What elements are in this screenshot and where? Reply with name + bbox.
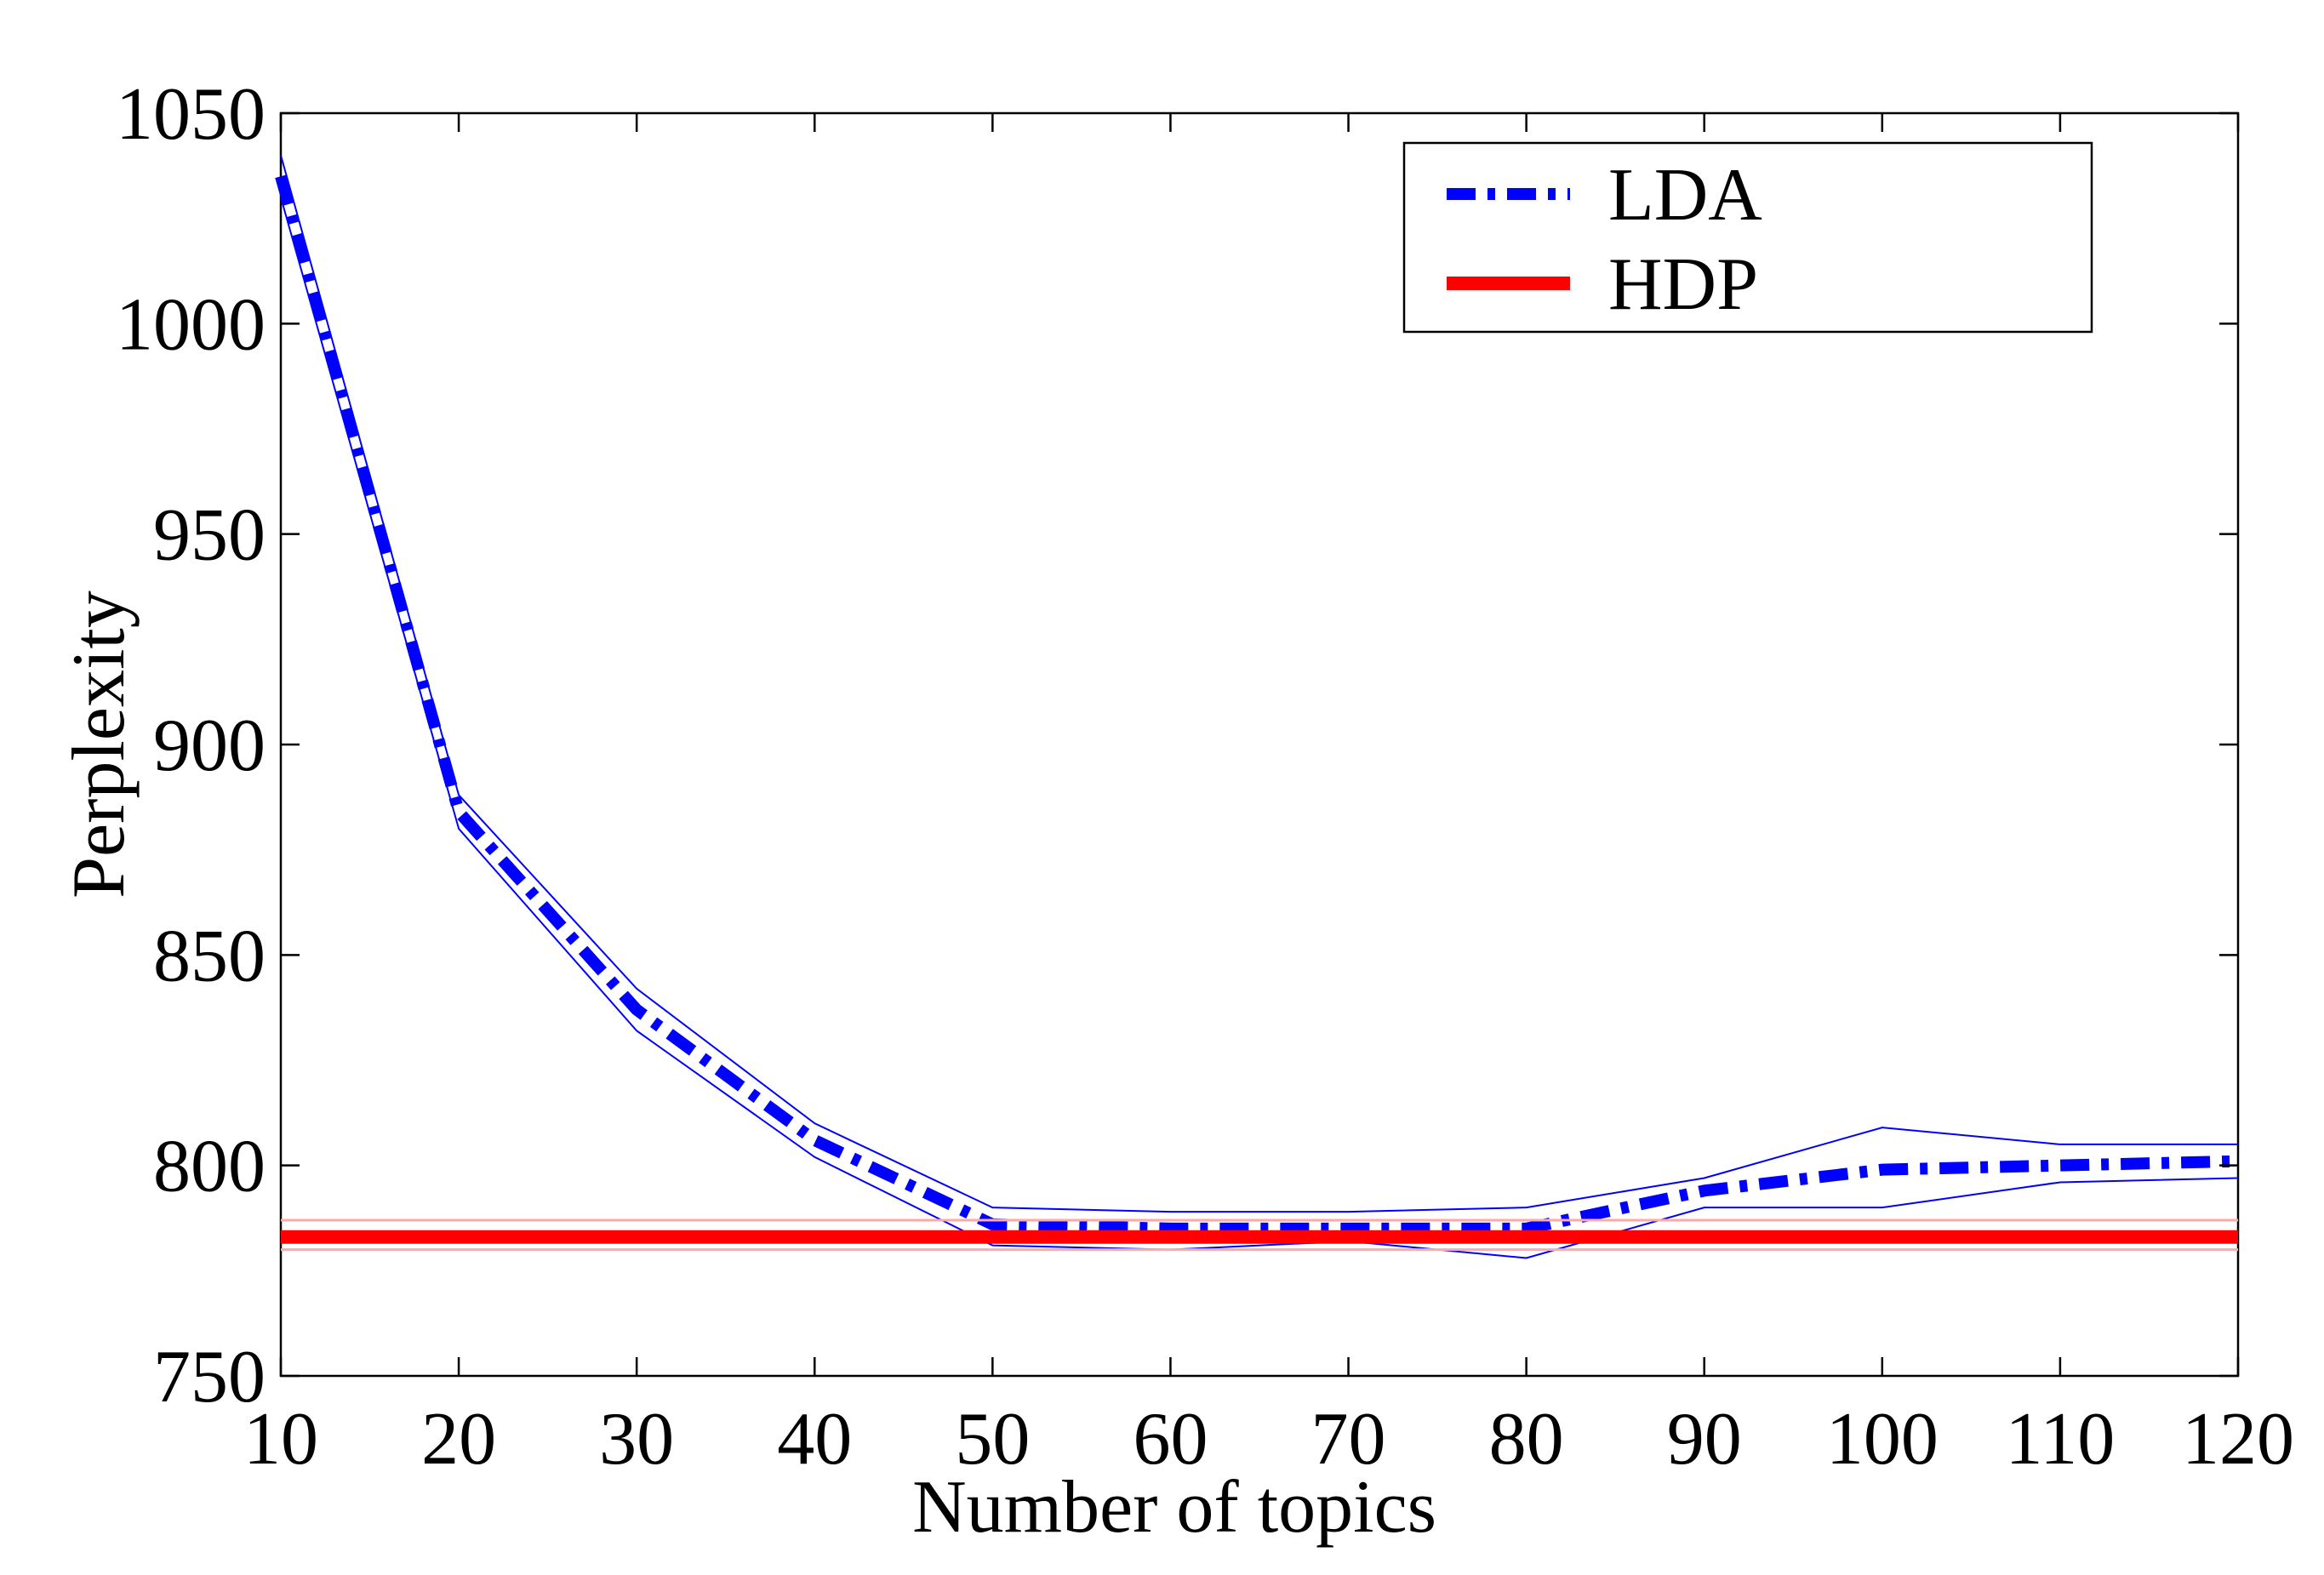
y-tick-label: 900: [153, 705, 266, 787]
x-tick-label: 70: [1311, 1398, 1386, 1481]
x-tick-label: 60: [1133, 1398, 1208, 1481]
x-axis-title: Number of topics: [912, 1466, 1436, 1549]
legend-label-lda: LDA: [1608, 154, 1762, 237]
x-tick-label: 100: [1826, 1398, 1939, 1481]
y-axis-title: Perplexity: [58, 591, 140, 899]
legend-label-hdp: HDP: [1608, 243, 1758, 326]
x-tick-label: 120: [2182, 1398, 2294, 1481]
y-tick-label: 850: [153, 915, 266, 997]
lda-series-line: [275, 174, 2239, 1235]
y-tick-label: 1000: [116, 283, 266, 366]
x-tick-label: 90: [1667, 1398, 1742, 1481]
x-tick-label: 20: [421, 1398, 496, 1481]
x-tick-label: 30: [599, 1398, 674, 1481]
x-tick-label: 10: [243, 1398, 318, 1481]
y-tick-label: 750: [153, 1336, 266, 1418]
lda-upper-bound: [280, 155, 2238, 1213]
x-tick-label: 80: [1489, 1398, 1564, 1481]
x-tick-label: 50: [955, 1398, 1030, 1481]
lda-lower-bound: [280, 197, 2239, 1259]
x-tick-label: 110: [2006, 1398, 2116, 1481]
x-tick-label: 40: [777, 1398, 852, 1481]
legend-box: [1402, 141, 2093, 334]
y-tick-label: 950: [153, 494, 266, 577]
x-axis-ticks: 10 20 30 40 50 60 70 80 90 100 110 120: [243, 113, 2294, 1481]
y-tick-label: 1050: [116, 73, 266, 156]
y-axis-ticks: 750 800 850 900 950 1000 1050: [116, 73, 2238, 1418]
plot-area: [275, 111, 2240, 1378]
y-tick-label: 800: [153, 1126, 266, 1208]
